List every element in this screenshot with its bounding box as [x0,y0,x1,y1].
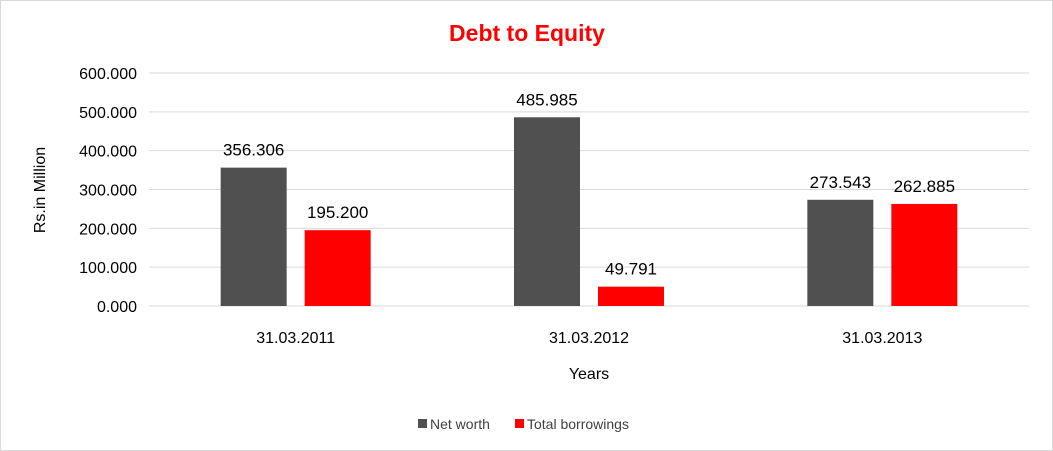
y-tick-label: 500.000 [79,105,137,122]
bar [304,230,371,306]
y-tick-label: 0.000 [97,299,137,316]
data-label: 356.306 [223,141,284,160]
data-label: 262.885 [894,177,955,196]
data-labels: 356.306 195.200 485.985 49.791 273.543 262.88… [223,90,955,278]
bar [891,203,958,306]
data-label: 195.200 [307,203,368,222]
y-tick-label: 200.000 [79,221,137,238]
y-tick-label: 400.000 [79,144,137,161]
legend-label: Total borrowings [527,416,629,432]
x-axis-ticks: 31.03.2011 31.03.2012 31.03.2013 [256,330,922,347]
bar [807,199,874,306]
legend: Net worth Total borrowings [418,416,629,432]
x-tick-label: 31.03.2012 [549,330,629,347]
data-label: 273.543 [810,173,871,192]
y-axis-ticks: 0.000 100.000 200.000 300.000 400.000 500.000… [79,66,137,316]
y-tick-label: 300.000 [79,183,137,200]
x-tick-label: 31.03.2013 [842,330,922,347]
x-axis-title: Years [569,366,609,383]
chart-title: Debt to Equity [449,20,605,46]
bars [220,117,958,307]
data-label: 485.985 [516,90,577,109]
bar [598,286,664,306]
legend-label: Net worth [430,416,490,432]
legend-swatch [515,419,524,428]
legend-swatch [418,419,427,428]
x-tick-label: 31.03.2011 [256,330,335,347]
y-tick-label: 100.000 [79,260,137,277]
bar [514,117,580,307]
gridlines [149,72,1029,307]
y-tick-label: 600.000 [79,66,137,83]
bar [220,167,287,306]
y-axis-title: Rs.in Million [32,147,49,233]
data-label: 49.791 [605,260,657,279]
